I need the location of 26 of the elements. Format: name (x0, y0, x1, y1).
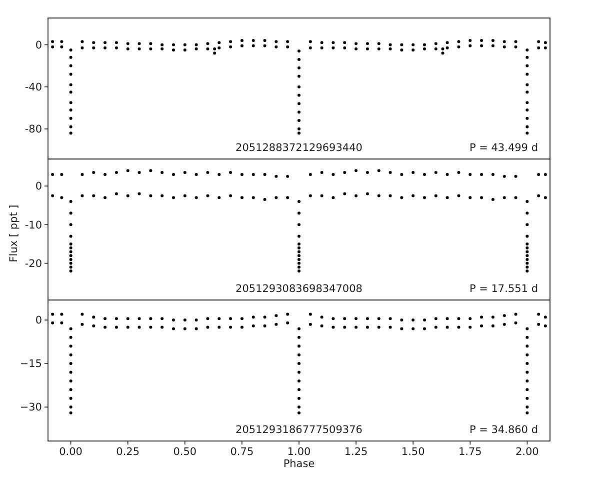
x-tick-label: 0.00 (59, 446, 83, 458)
x-tick-label: 0.75 (230, 446, 254, 458)
x-tick-label: 0.50 (173, 446, 197, 458)
annotation: 2051293186777509376 (236, 424, 363, 436)
x-tick-label: 1.00 (287, 446, 311, 458)
x-axis-title: Phase (283, 458, 315, 470)
y-tick-label: -40 (24, 81, 42, 94)
x-tick-label: 1.50 (401, 446, 425, 458)
x-tick-label: 0.25 (116, 446, 140, 458)
annotation: P = 43.499 d (469, 142, 538, 154)
annotation: 2051293083698347008 (236, 283, 362, 295)
y-tick-label: -80 (24, 124, 42, 136)
y-tick-label: -10 (24, 219, 42, 232)
annotation: P = 34.860 d (469, 424, 538, 436)
y-tick-label: −15 (20, 358, 42, 370)
y-tick-label: -20 (24, 258, 42, 270)
y-axis-title: Flux [ ppt ] (8, 204, 20, 262)
y-tick-label: 0 (35, 180, 42, 193)
x-tick-label: 1.25 (344, 446, 368, 458)
y-tick-label: 0 (35, 39, 42, 52)
annotation: 2051288372129693440 (236, 142, 362, 154)
x-tick-label: 2.00 (515, 446, 539, 458)
y-tick-label: 0 (35, 314, 42, 327)
y-tick-label: −30 (20, 402, 42, 414)
x-tick-label: 1.75 (458, 446, 482, 458)
annotation: P = 17.551 d (469, 283, 538, 295)
